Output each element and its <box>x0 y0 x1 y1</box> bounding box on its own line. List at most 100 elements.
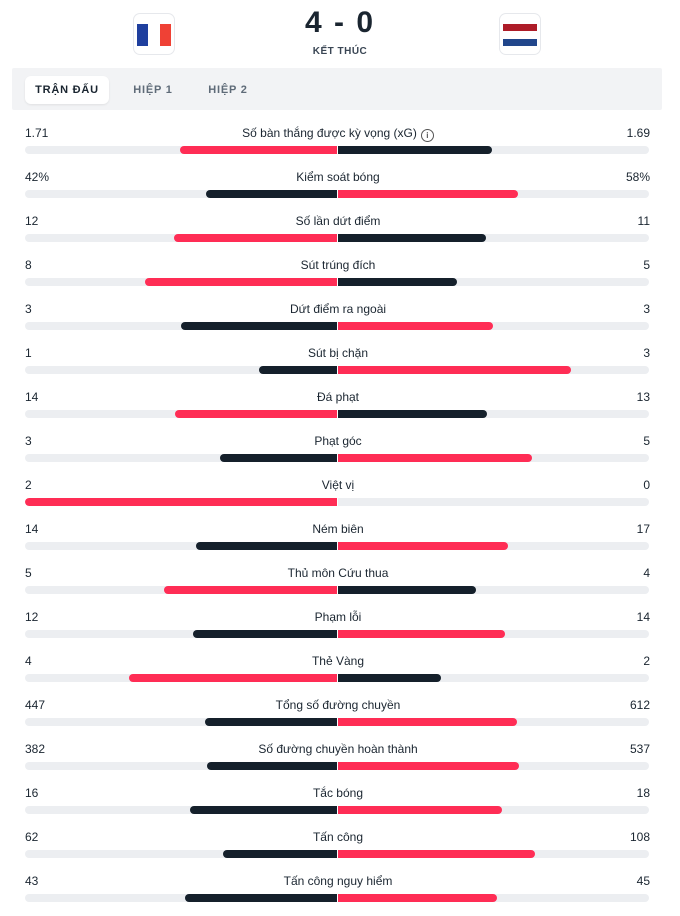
home-stat-bar <box>220 454 337 462</box>
stat-comparison-bar <box>25 278 649 286</box>
stat-comparison-bar <box>25 894 649 902</box>
home-stat-value: 12 <box>25 214 39 228</box>
stat-label: Kiểm soát bóng <box>160 170 516 184</box>
away-stat-bar <box>337 366 571 374</box>
info-icon[interactable]: i <box>420 129 434 142</box>
stat-label-text: Sút trúng đích <box>300 258 376 272</box>
stat-row: 8 Sút trúng đích 5 <box>0 250 680 294</box>
home-stat-bar <box>174 234 337 242</box>
stat-comparison-bar <box>25 454 649 462</box>
bar-center-divider <box>337 498 338 506</box>
stat-row: 1.71 Số bàn thắng được kỳ vọng (xG) i 1.69 <box>0 118 680 162</box>
tab-second-half[interactable]: HIỆP 2 <box>208 84 248 96</box>
away-stat-bar <box>337 674 441 682</box>
stat-label: Phạm lỗi <box>160 610 516 624</box>
stat-label: Tắc bóng <box>160 786 516 800</box>
stat-label: Tổng số đường chuyền <box>160 698 516 712</box>
away-stat-value: 612 <box>629 698 650 712</box>
home-stat-bar <box>259 366 337 374</box>
stat-comparison-bar <box>25 190 649 198</box>
home-stat-bar <box>180 146 337 154</box>
home-stat-value: 4 <box>25 654 32 668</box>
stat-label: Số lần dứt điểm <box>160 214 516 228</box>
stat-comparison-bar <box>25 322 649 330</box>
bar-center-divider <box>337 366 338 374</box>
away-stat-value: 17 <box>636 522 650 536</box>
home-stat-bar <box>175 410 337 418</box>
bar-center-divider <box>337 278 338 286</box>
stat-label-text: Tổng số đường chuyền <box>275 698 401 712</box>
stat-label: Phạt góc <box>160 434 516 448</box>
away-stat-value: 18 <box>636 786 650 800</box>
stat-row: 1 Sút bị chặn 3 <box>0 338 680 382</box>
netherlands-flag-icon <box>503 24 537 46</box>
home-stat-bar <box>193 630 337 638</box>
stat-label-text: Số đường chuyền hoàn thành <box>258 742 418 756</box>
home-stat-value: 382 <box>25 742 46 756</box>
stat-label-text: Sút bị chặn <box>307 346 369 360</box>
away-stat-bar <box>337 630 505 638</box>
stat-comparison-bar <box>25 630 649 638</box>
away-stat-bar <box>337 190 518 198</box>
stat-label-text: Thẻ Vàng <box>311 654 365 668</box>
stat-comparison-bar <box>25 410 649 418</box>
home-stat-value: 1 <box>25 346 32 360</box>
away-stat-bar <box>337 322 493 330</box>
stat-label-text: Tấn công <box>312 830 364 844</box>
stat-comparison-bar <box>25 586 649 594</box>
stat-row: 3 Dứt điểm ra ngoài 3 <box>0 294 680 338</box>
stat-row: 14 Ném biên 17 <box>0 514 680 558</box>
bar-center-divider <box>337 850 338 858</box>
bar-center-divider <box>337 762 338 770</box>
stat-label-text: Phạm lỗi <box>314 610 362 624</box>
stat-comparison-bar <box>25 498 649 506</box>
away-stat-value: 58% <box>625 170 650 184</box>
stat-row: 2 Việt vị 0 <box>0 470 680 514</box>
home-team-flag[interactable] <box>134 14 174 54</box>
stat-label: Dứt điểm ra ngoài <box>160 302 516 316</box>
away-stat-value: 11 <box>637 214 650 228</box>
home-stat-bar <box>190 806 337 814</box>
stat-label-text: Số bàn thắng được kỳ vọng (xG) <box>242 126 417 140</box>
home-stat-bar <box>145 278 337 286</box>
tab-full-match[interactable]: TRẬN ĐẤU <box>25 76 109 104</box>
match-header: 4 - 0 KẾT THÚC <box>0 0 680 66</box>
stat-label-text: Ném biên <box>312 522 364 536</box>
france-flag-icon <box>137 24 171 46</box>
away-stat-bar <box>337 278 457 286</box>
home-stat-value: 1.71 <box>25 126 49 140</box>
stat-label-text: Tấn công nguy hiểm <box>283 874 393 888</box>
away-stat-bar <box>337 542 508 550</box>
bar-center-divider <box>337 630 338 638</box>
home-stat-value: 3 <box>25 434 32 448</box>
away-team-flag[interactable] <box>500 14 540 54</box>
stat-label: Đá phạt <box>160 390 516 404</box>
tab-first-half[interactable]: HIỆP 1 <box>133 84 173 96</box>
stat-comparison-bar <box>25 762 649 770</box>
home-stat-bar <box>223 850 337 858</box>
away-stat-value: 108 <box>629 830 650 844</box>
away-stat-bar <box>337 586 476 594</box>
bar-center-divider <box>337 190 338 198</box>
stat-label-text: Dứt điểm ra ngoài <box>289 302 387 316</box>
stat-row: 42% Kiểm soát bóng 58% <box>0 162 680 206</box>
stat-row: 4 Thẻ Vàng 2 <box>0 646 680 690</box>
home-stat-value: 12 <box>25 610 39 624</box>
stat-label-text: Thủ môn Cứu thua <box>287 566 389 580</box>
stat-row: 62 Tấn công 108 <box>0 822 680 866</box>
home-stat-value: 14 <box>25 522 39 536</box>
away-stat-value: 3 <box>643 302 650 316</box>
stat-label-text: Việt vị <box>321 478 355 492</box>
stat-label: Ném biên <box>160 522 516 536</box>
stat-comparison-bar <box>25 806 649 814</box>
away-stat-bar <box>337 850 535 858</box>
home-stat-value: 8 <box>25 258 32 272</box>
home-stat-value: 14 <box>25 390 39 404</box>
stat-comparison-bar <box>25 146 649 154</box>
stat-label: Tấn công <box>160 830 516 844</box>
stat-row: 43 Tấn công nguy hiểm 45 <box>0 866 680 910</box>
home-stat-value: 43 <box>25 874 39 888</box>
stat-label-text: Kiểm soát bóng <box>296 170 380 184</box>
match-status: KẾT THÚC <box>312 46 368 57</box>
away-stat-value: 4 <box>643 566 650 580</box>
